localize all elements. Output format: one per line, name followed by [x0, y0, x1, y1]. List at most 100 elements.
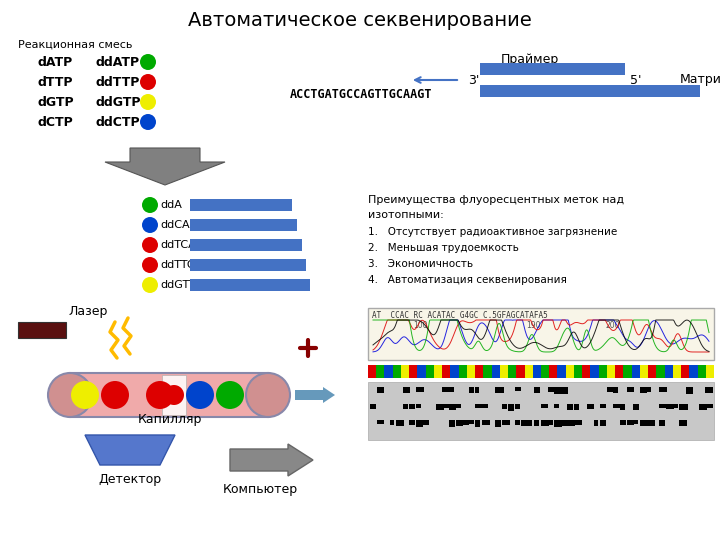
Bar: [162, 375, 186, 415]
Bar: [368, 382, 714, 440]
Text: 200: 200: [606, 321, 620, 330]
Text: dTTP: dTTP: [38, 76, 73, 89]
Bar: [666, 404, 674, 409]
Circle shape: [216, 381, 244, 409]
Bar: [442, 387, 449, 392]
Bar: [377, 365, 384, 378]
Text: Лазер: Лазер: [68, 306, 107, 319]
Bar: [384, 365, 392, 378]
Ellipse shape: [48, 373, 92, 417]
Bar: [541, 420, 549, 427]
Circle shape: [142, 257, 158, 273]
Bar: [467, 365, 475, 378]
Bar: [557, 365, 566, 378]
Bar: [639, 420, 647, 426]
Bar: [534, 387, 540, 393]
Bar: [706, 404, 713, 408]
Text: dGTP: dGTP: [38, 96, 75, 109]
Bar: [502, 420, 510, 425]
Bar: [516, 365, 525, 378]
FancyBboxPatch shape: [70, 373, 268, 417]
Ellipse shape: [246, 373, 290, 417]
Circle shape: [142, 197, 158, 213]
Circle shape: [140, 74, 156, 90]
Bar: [660, 420, 665, 426]
Bar: [657, 365, 665, 378]
Bar: [528, 420, 532, 426]
Bar: [554, 420, 562, 427]
Bar: [593, 420, 598, 426]
Bar: [672, 404, 678, 408]
Bar: [633, 404, 639, 410]
Bar: [624, 365, 631, 378]
Text: ddTCA: ddTCA: [160, 240, 196, 250]
Bar: [574, 420, 582, 426]
Bar: [480, 85, 700, 97]
Bar: [567, 420, 575, 427]
Bar: [416, 387, 424, 392]
Text: Детектор: Детектор: [99, 474, 161, 487]
Bar: [554, 387, 562, 394]
Circle shape: [142, 277, 158, 293]
Bar: [647, 420, 655, 426]
Text: изотопными:: изотопными:: [368, 210, 444, 220]
Bar: [508, 365, 516, 378]
Bar: [665, 365, 672, 378]
Bar: [639, 387, 647, 393]
FancyArrow shape: [295, 387, 335, 403]
Text: 5': 5': [630, 73, 642, 86]
Bar: [370, 404, 377, 409]
Text: ddCA: ddCA: [160, 220, 189, 230]
Bar: [660, 387, 667, 392]
Text: dCTP: dCTP: [38, 116, 73, 129]
Bar: [449, 420, 455, 427]
Bar: [475, 365, 483, 378]
Circle shape: [140, 114, 156, 130]
Bar: [492, 365, 500, 378]
Bar: [706, 387, 714, 393]
Bar: [554, 404, 559, 408]
Bar: [681, 365, 689, 378]
Bar: [410, 404, 415, 409]
Text: 2.   Меньшая трудоемкость: 2. Меньшая трудоемкость: [368, 243, 519, 253]
Bar: [679, 420, 688, 427]
Bar: [436, 404, 444, 409]
Bar: [534, 420, 539, 426]
Bar: [631, 365, 640, 378]
Text: ddGTTCA: ddGTTCA: [160, 280, 210, 290]
Bar: [442, 404, 451, 408]
Text: 190: 190: [526, 321, 540, 330]
Text: ddGTP: ddGTP: [95, 96, 140, 109]
Bar: [541, 365, 549, 378]
Bar: [615, 365, 624, 378]
Bar: [449, 404, 456, 410]
Bar: [475, 387, 480, 393]
Bar: [582, 365, 590, 378]
Bar: [403, 387, 410, 393]
Bar: [368, 365, 377, 378]
Bar: [541, 404, 547, 408]
Bar: [561, 420, 567, 426]
Bar: [706, 365, 714, 378]
Bar: [469, 387, 474, 393]
Bar: [620, 420, 626, 425]
Bar: [500, 365, 508, 378]
Bar: [190, 239, 302, 251]
Bar: [416, 420, 423, 427]
Bar: [418, 365, 426, 378]
Bar: [566, 365, 574, 378]
Text: 3.   Экономичность: 3. Экономичность: [368, 259, 473, 269]
Bar: [515, 404, 520, 409]
Bar: [689, 365, 698, 378]
Bar: [483, 365, 492, 378]
Bar: [480, 63, 625, 75]
Bar: [567, 404, 572, 410]
FancyArrow shape: [230, 444, 313, 476]
Circle shape: [142, 237, 158, 253]
Text: Автоматическое секвенирование: Автоматическое секвенирование: [188, 10, 532, 30]
Bar: [525, 365, 533, 378]
Bar: [508, 404, 514, 410]
Bar: [633, 420, 637, 424]
Bar: [18, 322, 66, 338]
Bar: [409, 365, 418, 378]
